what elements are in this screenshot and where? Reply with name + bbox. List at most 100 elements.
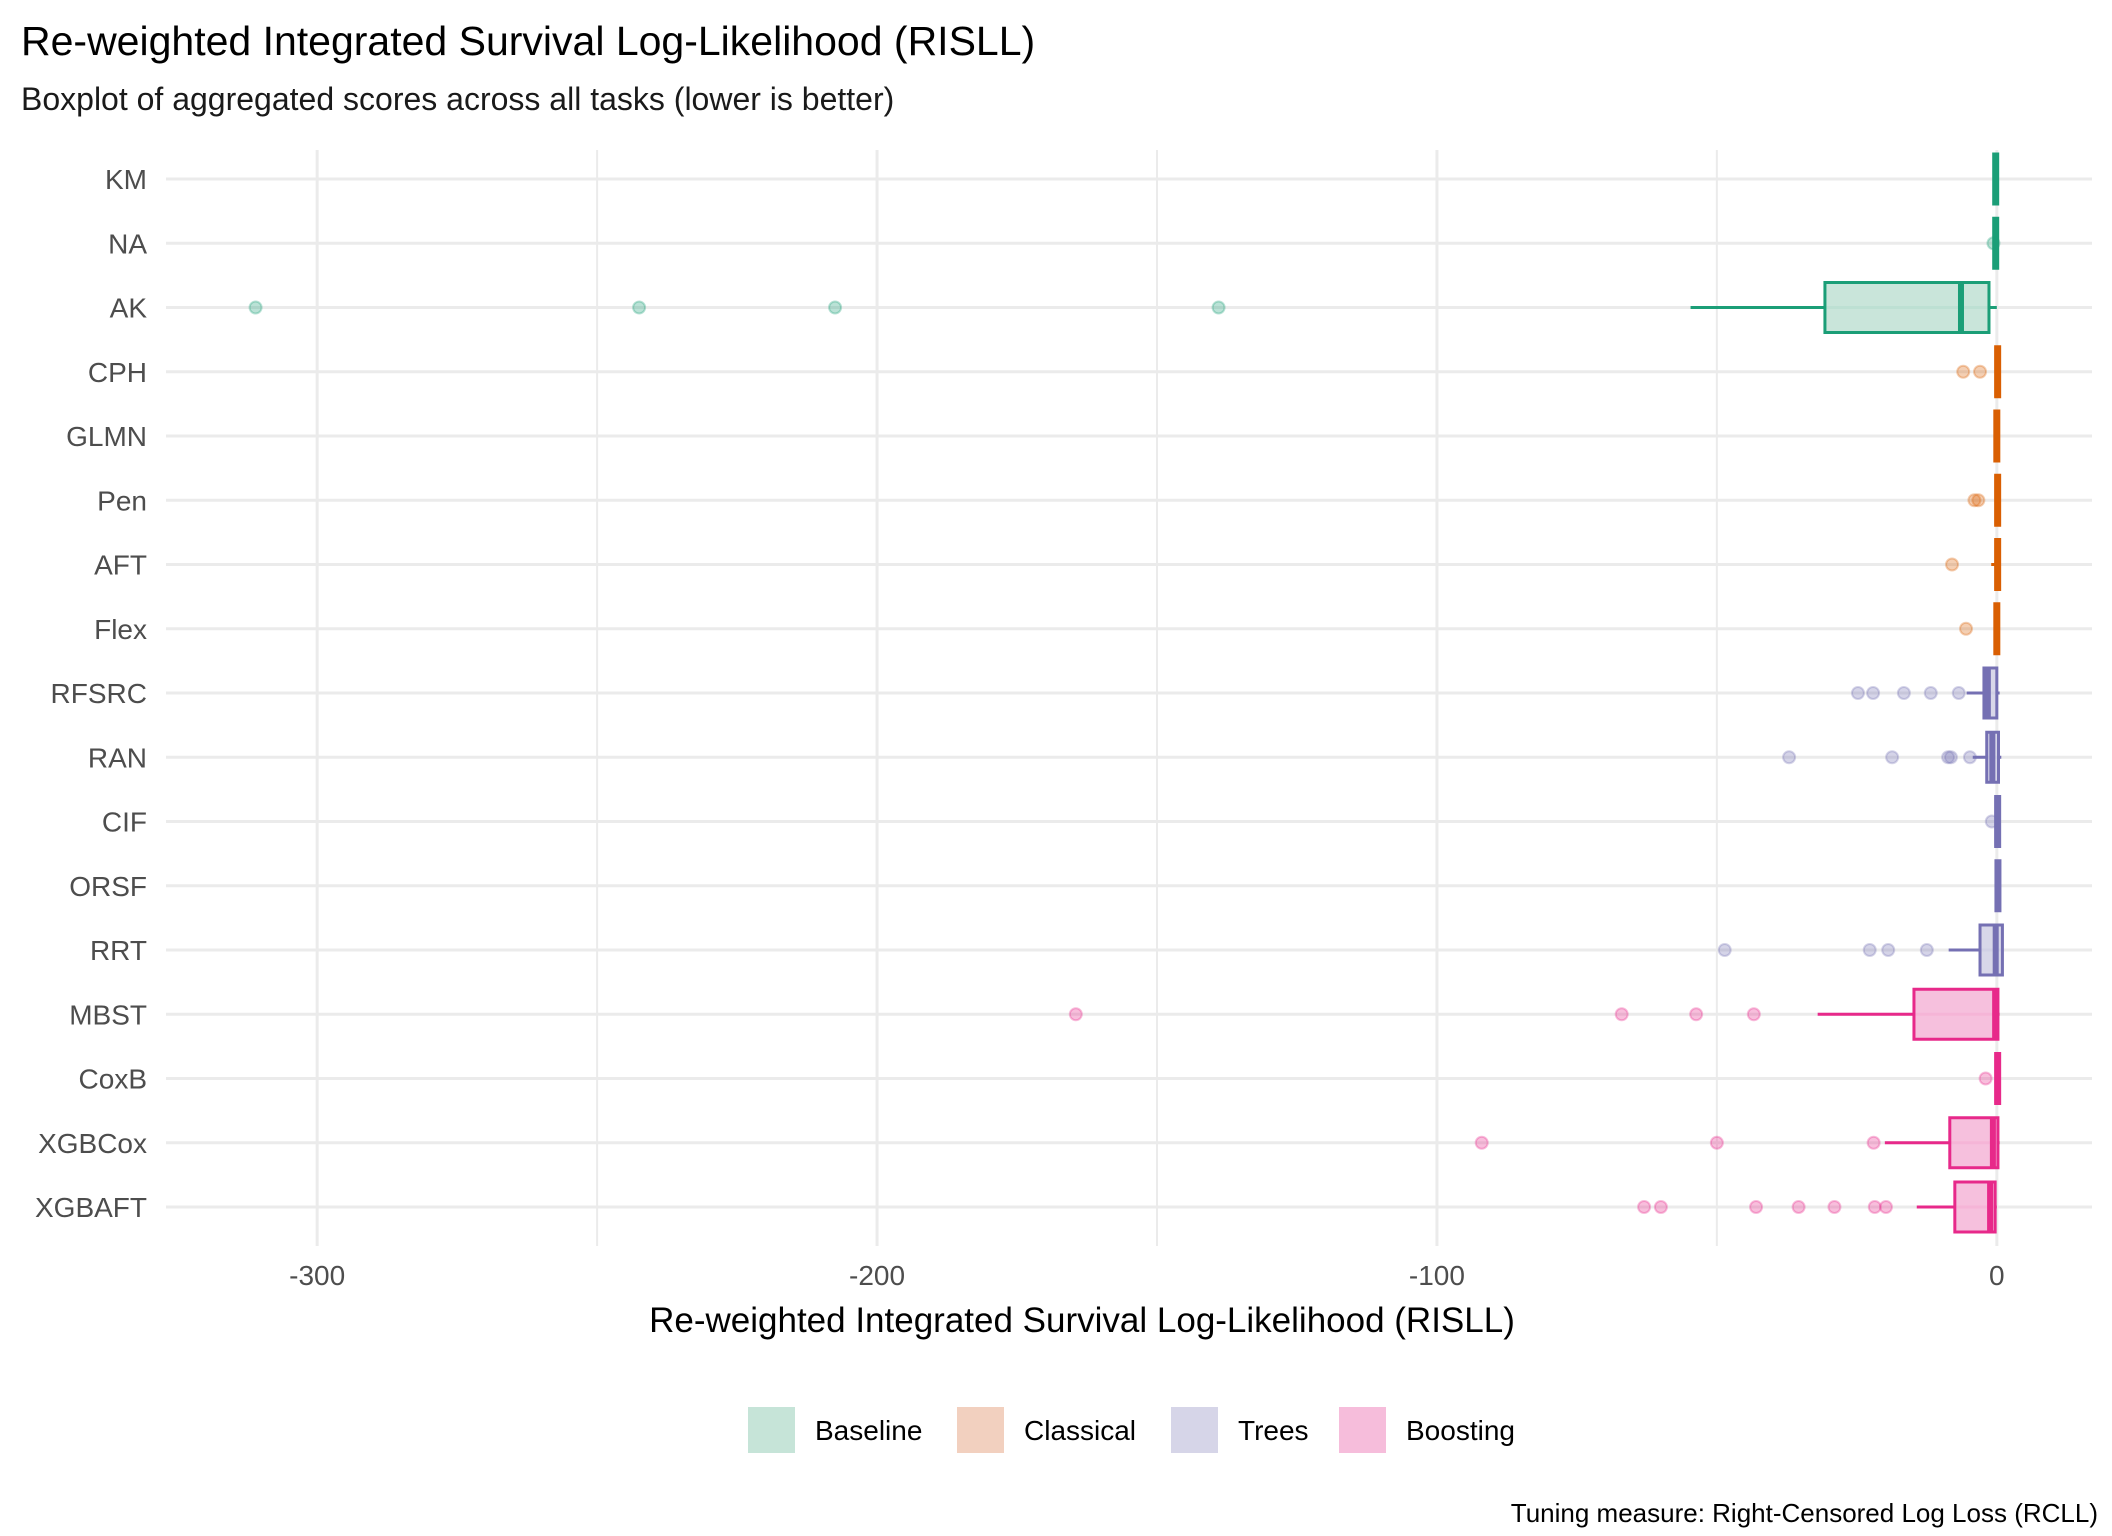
- plot-marks: [248, 152, 2004, 1234]
- outlier-point: [1717, 943, 1732, 957]
- y-tick-label: XGBAFT: [35, 1192, 147, 1223]
- outlier-point: [1971, 493, 1986, 508]
- box-flex: [1959, 602, 2001, 656]
- legend-key: [1339, 1407, 1386, 1453]
- legend-item-baseline: Baseline: [748, 1407, 922, 1453]
- legend-label: Boosting: [1406, 1415, 1515, 1446]
- legend-key: [748, 1407, 795, 1453]
- outlier-point: [1885, 750, 1900, 765]
- box-pen: [1967, 473, 2002, 527]
- box-aft: [1945, 538, 2002, 591]
- box-ak: [248, 281, 1997, 334]
- outlier-point: [1689, 1007, 1704, 1022]
- y-axis-labels: KM NA AK CPH GLMN Pen AFT Flex RFSRC RAN CIF ORSF RR…: [35, 164, 147, 1223]
- outlier-point: [632, 300, 647, 315]
- x-axis-title: Re-weighted Integrated Survival Log-Like…: [649, 1301, 1515, 1340]
- outlier-point: [1474, 1135, 1489, 1150]
- outlier-point: [1919, 943, 1934, 957]
- y-tick-label: ORSF: [69, 871, 147, 902]
- box-cph: [1956, 345, 2002, 399]
- outlier-point: [1850, 686, 1865, 700]
- outlier-point: [1867, 1200, 1882, 1214]
- y-tick-label: CoxB: [79, 1064, 147, 1095]
- legend-label: Trees: [1238, 1415, 1309, 1446]
- outlier-point: [1984, 814, 1999, 829]
- grid: [166, 150, 2092, 1246]
- legend-label: Classical: [1024, 1415, 1136, 1446]
- outlier-point: [1951, 686, 1966, 700]
- outlier-point: [1782, 750, 1797, 765]
- box-iqr: [1823, 281, 1991, 334]
- outlier-point: [1878, 1200, 1893, 1214]
- y-tick-label: KM: [105, 164, 147, 195]
- box-coxb: [1978, 1052, 2002, 1105]
- outlier-point: [1749, 1200, 1764, 1214]
- outlier-point: [248, 300, 263, 315]
- legend-item-classical: Classical: [957, 1407, 1136, 1453]
- outlier-point: [1945, 557, 1960, 572]
- x-tick-label: -300: [289, 1260, 345, 1291]
- y-tick-label: NA: [108, 228, 147, 259]
- y-tick-label: XGBCox: [38, 1128, 147, 1159]
- box-xgbcox: [1474, 1116, 2000, 1170]
- outlier-point: [1986, 236, 2001, 251]
- outlier-point: [1967, 493, 1982, 508]
- outlier-point: [1791, 1200, 1806, 1214]
- box-ran: [1782, 730, 2002, 784]
- outlier-point: [1827, 1200, 1842, 1214]
- outlier-point: [1881, 943, 1896, 957]
- chart-title: Re-weighted Integrated Survival Log-Like…: [21, 18, 1035, 64]
- box-orsf: [1994, 859, 2002, 913]
- y-tick-label: CIF: [102, 807, 147, 838]
- outlier-point: [1653, 1200, 1668, 1214]
- y-tick-label: RRT: [90, 935, 147, 966]
- outlier-point: [828, 300, 843, 315]
- outlier-point: [1637, 1200, 1652, 1214]
- legend: Baseline Classical Trees Boosting: [748, 1407, 1515, 1453]
- outlier-point: [1943, 750, 1958, 765]
- outlier-point: [1956, 364, 1971, 379]
- y-tick-label: GLMN: [66, 421, 147, 452]
- outlier-point: [1896, 686, 1911, 700]
- outlier-point: [1614, 1007, 1629, 1022]
- outlier-point: [1973, 364, 1988, 379]
- box-glmn: [1993, 409, 2001, 463]
- box-na: [1986, 216, 2001, 270]
- y-tick-label: Pen: [97, 485, 147, 516]
- legend-item-boosting: Boosting: [1339, 1407, 1515, 1453]
- outlier-point: [1941, 750, 1956, 765]
- outlier-point: [1978, 1071, 1993, 1086]
- box-xgbaft: [1637, 1180, 1997, 1234]
- x-tick-label: -200: [849, 1260, 905, 1291]
- box-mbst: [1068, 987, 2000, 1041]
- chart-subtitle: Boxplot of aggregated scores across all …: [21, 81, 894, 117]
- outlier-point: [1923, 686, 1938, 700]
- outlier-point: [1866, 686, 1881, 700]
- outlier-point: [1068, 1007, 1083, 1022]
- y-tick-label: AK: [110, 293, 148, 324]
- outlier-point: [1959, 621, 1974, 636]
- legend-key: [1171, 1407, 1218, 1453]
- chart-caption: Tuning measure: Right-Censored Log Loss …: [1511, 1498, 2098, 1528]
- outlier-point: [1862, 943, 1877, 957]
- x-axis-labels: -300 -200 -100 0: [289, 1260, 2004, 1291]
- outlier-point: [1962, 750, 1977, 765]
- y-tick-label: RFSRC: [51, 678, 147, 709]
- outlier-point: [1709, 1135, 1724, 1150]
- box-iqr: [1912, 987, 2000, 1041]
- y-tick-label: Flex: [94, 614, 147, 645]
- box-iqr: [1978, 923, 2004, 977]
- x-tick-label: 0: [1989, 1260, 2005, 1291]
- x-tick-label: -100: [1409, 1260, 1465, 1291]
- outlier-point: [1746, 1007, 1761, 1022]
- box-cif: [1984, 795, 2002, 848]
- legend-key: [957, 1407, 1004, 1453]
- y-tick-label: AFT: [94, 550, 147, 581]
- y-tick-label: RAN: [88, 742, 147, 773]
- y-tick-label: CPH: [88, 357, 147, 388]
- legend-label: Baseline: [815, 1415, 922, 1446]
- legend-item-trees: Trees: [1171, 1407, 1309, 1453]
- box-rrt: [1717, 923, 2004, 977]
- outlier-point: [1211, 300, 1226, 315]
